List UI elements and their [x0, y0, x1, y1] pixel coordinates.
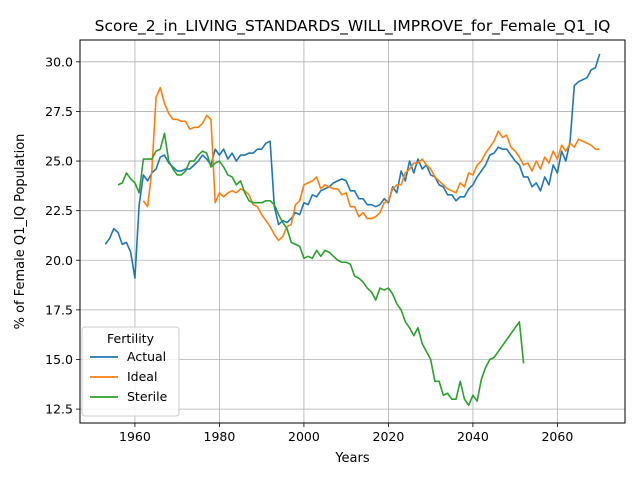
- x-tick-label: 1980: [204, 429, 236, 444]
- legend-label-ideal: Ideal: [127, 369, 157, 384]
- plot-area-frame: [79, 39, 626, 424]
- legend: Fertility Actual Ideal Sterile: [81, 326, 180, 417]
- series-lines: [104, 53, 601, 406]
- series-line-ideal: [142, 86, 600, 242]
- series-line-actual: [104, 53, 601, 279]
- y-tick-label: 15.0: [45, 352, 73, 367]
- y-tick-label: 17.5: [45, 302, 73, 317]
- y-tick-label: 27.5: [45, 104, 73, 119]
- legend-box: [81, 326, 180, 417]
- y-tick-label: 22.5: [45, 203, 73, 218]
- y-tick-label: 12.5: [45, 402, 73, 417]
- y-axis-label: % of Female Q1_IQ Population: [13, 134, 28, 330]
- x-tick-label: 2020: [373, 429, 405, 444]
- legend-items: Actual Ideal Sterile: [90, 349, 168, 404]
- legend-label-actual: Actual: [127, 349, 166, 364]
- grid: [80, 40, 625, 423]
- x-tick-label: 2060: [541, 429, 573, 444]
- chart-title: Score_2_in_LIVING_STANDARDS_WILL_IMPROVE…: [95, 17, 611, 36]
- y-tick-label: 25.0: [45, 154, 73, 169]
- x-tick-label: 1960: [119, 429, 151, 444]
- x-axis-label: Years: [334, 451, 370, 466]
- legend-label-sterile: Sterile: [127, 389, 168, 404]
- y-tick-label: 30.0: [45, 54, 73, 69]
- y-tick-label: 20.0: [45, 253, 73, 268]
- x-tick-label: 2000: [288, 429, 320, 444]
- legend-title: Fertility: [107, 331, 155, 346]
- x-tick-label: 2040: [457, 429, 489, 444]
- axis-ticks: 1960 1980 2000 2020 2040 2060 12.5 15.0 17.5 20.0…: [45, 54, 573, 444]
- series-line-sterile: [117, 132, 525, 406]
